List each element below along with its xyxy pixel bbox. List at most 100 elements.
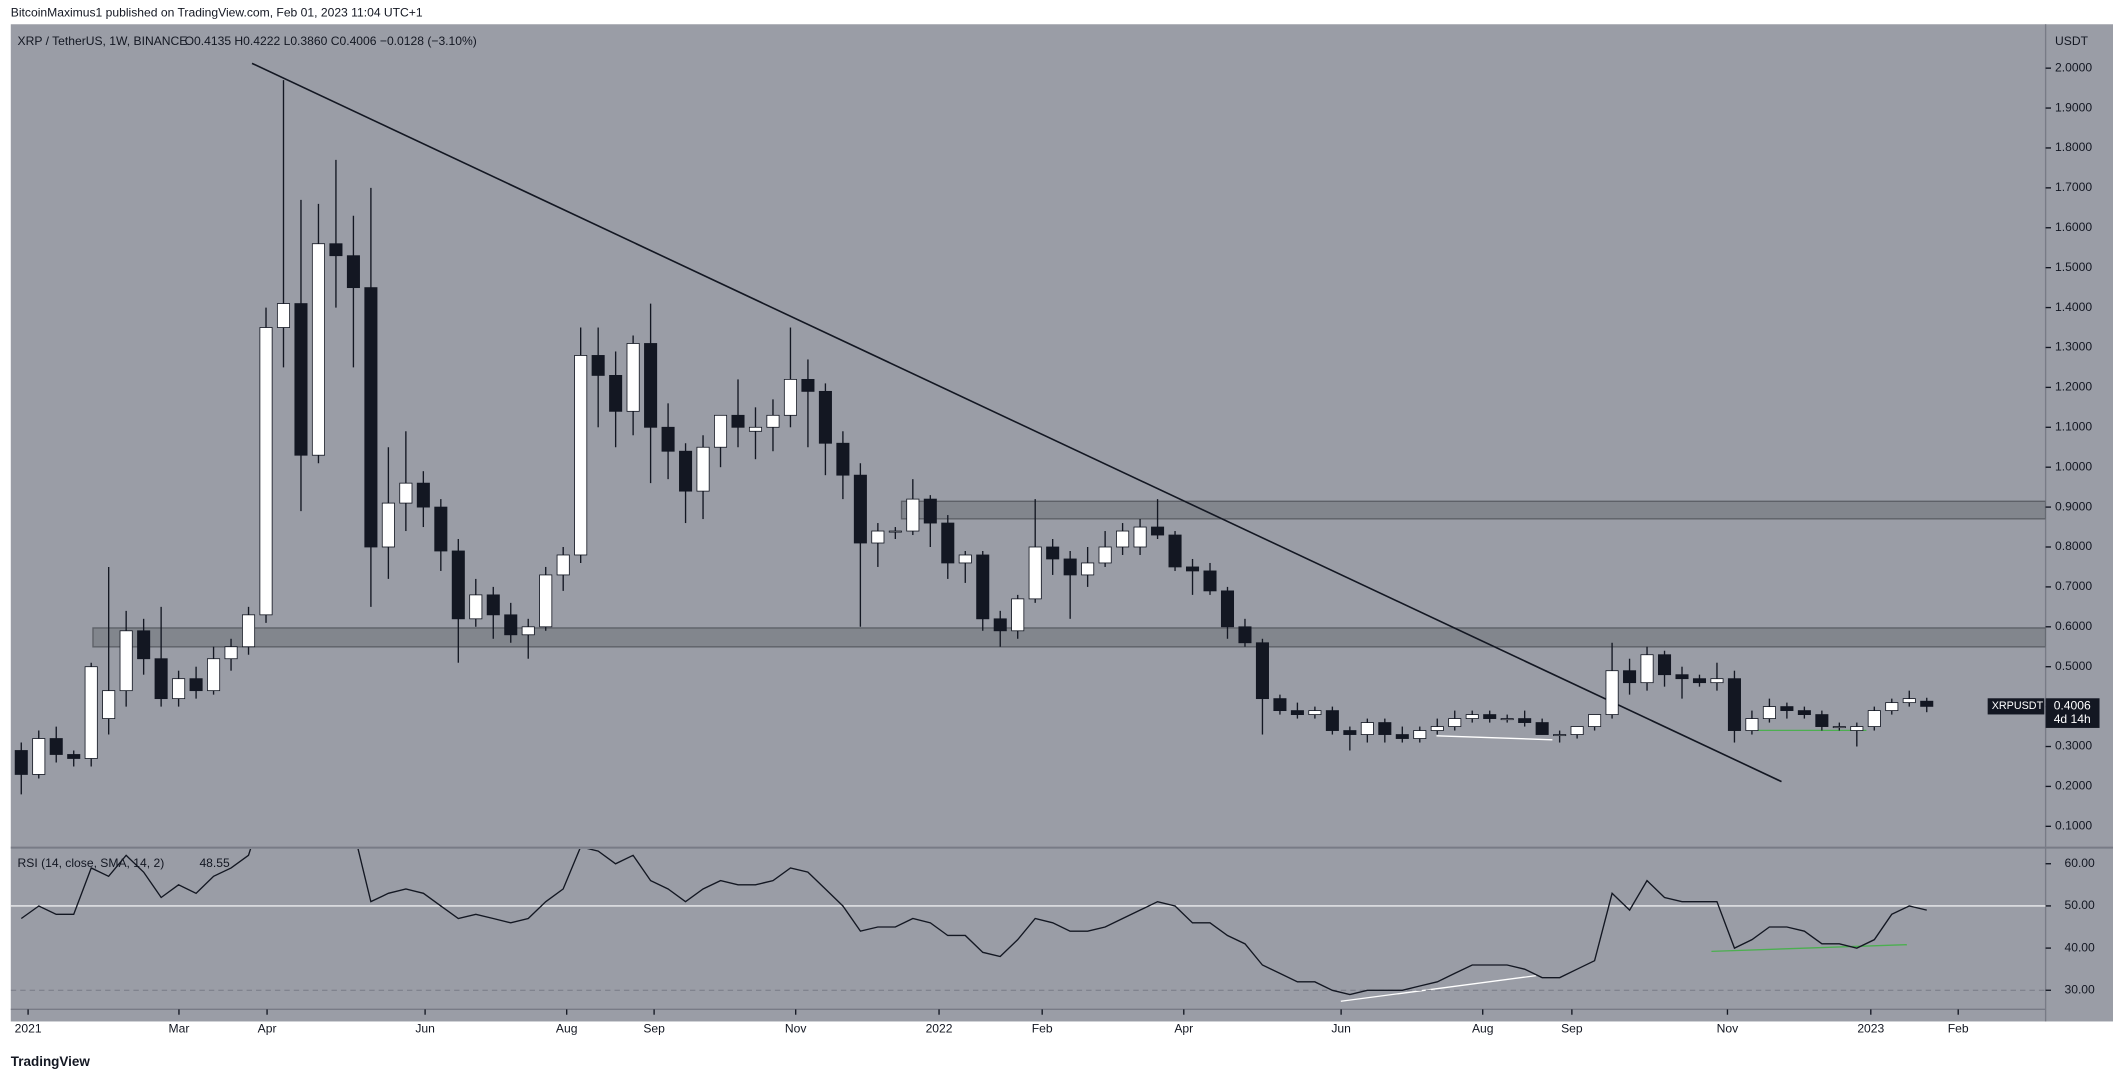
candle-body [1325,710,1339,731]
candle-body [276,303,291,328]
trend-line [251,62,1782,783]
candle-body [329,243,343,257]
countdown: 4d 14h [2054,712,2091,726]
candle-body [1727,678,1741,731]
candle-body [1430,726,1444,731]
candle-body [259,327,273,616]
candle-body [1745,718,1759,731]
candle-body [1308,710,1322,715]
candle-body [242,614,256,648]
candle-body [1902,698,1916,704]
axis-unit: USDT [2055,34,2089,48]
candle-body [1623,670,1637,684]
y-tick-label: 0.5000 [2055,659,2092,673]
candle-body [399,482,413,504]
candle-body [1255,642,1269,700]
rsi-drawings [1340,943,1907,1002]
candle-body [801,378,815,392]
candle-body [294,303,308,456]
candle-body [976,554,990,620]
candle-body [783,378,797,416]
brand: TradingView [11,1053,91,1068]
candle-body [1028,546,1042,600]
candle-body [1500,718,1514,721]
candle-body [1133,526,1147,548]
candle-body [1378,722,1392,735]
candle-body [154,658,168,700]
x-tick-label: 2022 [926,1022,953,1036]
x-tick-label: Mar [169,1022,190,1036]
x-tick-label: 2021 [15,1022,42,1036]
candle-body [1675,674,1689,680]
candle-body [574,355,588,556]
candle-body [539,574,553,628]
y-tick-label: 1.4000 [2055,300,2092,314]
brand-text: TradingView [11,1053,91,1068]
candle-body [888,530,902,533]
candle-body [1063,558,1077,576]
last-price: 0.4006 [2054,699,2091,713]
candle-body [1885,702,1899,712]
y-tick-label: 0.9000 [2055,499,2092,513]
candle-body [434,506,448,552]
candle-body [1116,530,1130,548]
candle-body [346,255,360,289]
candle-body [1797,710,1811,715]
price-badge [2045,698,2100,728]
y-tick-label: 1.5000 [2055,260,2092,274]
symbol-label: XRPUSDT [1992,700,2044,712]
candle-body [49,738,63,755]
candle-body [871,530,885,544]
rsi-tick-label: 60.00 [2064,856,2095,870]
candle-body [679,450,693,492]
candle-body [993,618,1007,632]
drawings [92,62,2046,783]
y-tick-label: 1.2000 [2055,380,2092,394]
candle-body [1483,714,1497,719]
candle-body [1815,714,1829,727]
candle-body [172,678,186,700]
candle-body [1151,526,1165,536]
y-tick-label: 1.3000 [2055,340,2092,354]
candle-body [1098,546,1112,564]
y-tick-label: 1.9000 [2055,100,2092,114]
candle-body [521,626,535,636]
candle-body [1168,534,1182,568]
candle-body [1658,654,1672,676]
candle-body [1081,562,1095,576]
candle-body [1011,598,1025,632]
y-tick-label: 0.2000 [2055,779,2092,793]
candle-body [958,554,972,564]
rsi-value: 48.55 [199,856,230,870]
candle-body [609,375,623,412]
ohlc-legend: O0.4135 H0.4222 L0.3860 C0.4006 −0.0128 … [185,34,477,48]
y-tick-label: 0.3000 [2055,739,2092,753]
candle-body [84,666,98,759]
y-tick-label: 1.1000 [2055,419,2092,433]
x-tick-label: Aug [556,1022,578,1036]
candle-body [1343,730,1357,735]
candle-body [1780,706,1794,712]
candle-body [1867,710,1881,727]
candle-body [1640,654,1654,684]
candle-body [1553,734,1567,737]
candle-body [364,287,378,548]
chart-area [10,24,2113,1022]
candle-body [1273,698,1287,712]
candle-body [818,390,832,444]
x-tick-label: 2023 [1857,1022,1884,1036]
symbol-badge [1987,698,2045,715]
candle-body [1850,726,1864,731]
candle-body [1535,722,1549,735]
x-tick-label: Feb [1032,1022,1053,1036]
candle-body [853,474,867,544]
x-tick-label: Jun [1331,1022,1351,1036]
support-zone [92,627,2046,648]
x-tick-label: Sep [1561,1022,1583,1036]
x-tick-label: Aug [1472,1022,1494,1036]
resistance-zone [900,500,2046,520]
candle-body [1238,626,1252,644]
candle-body [1710,678,1724,684]
